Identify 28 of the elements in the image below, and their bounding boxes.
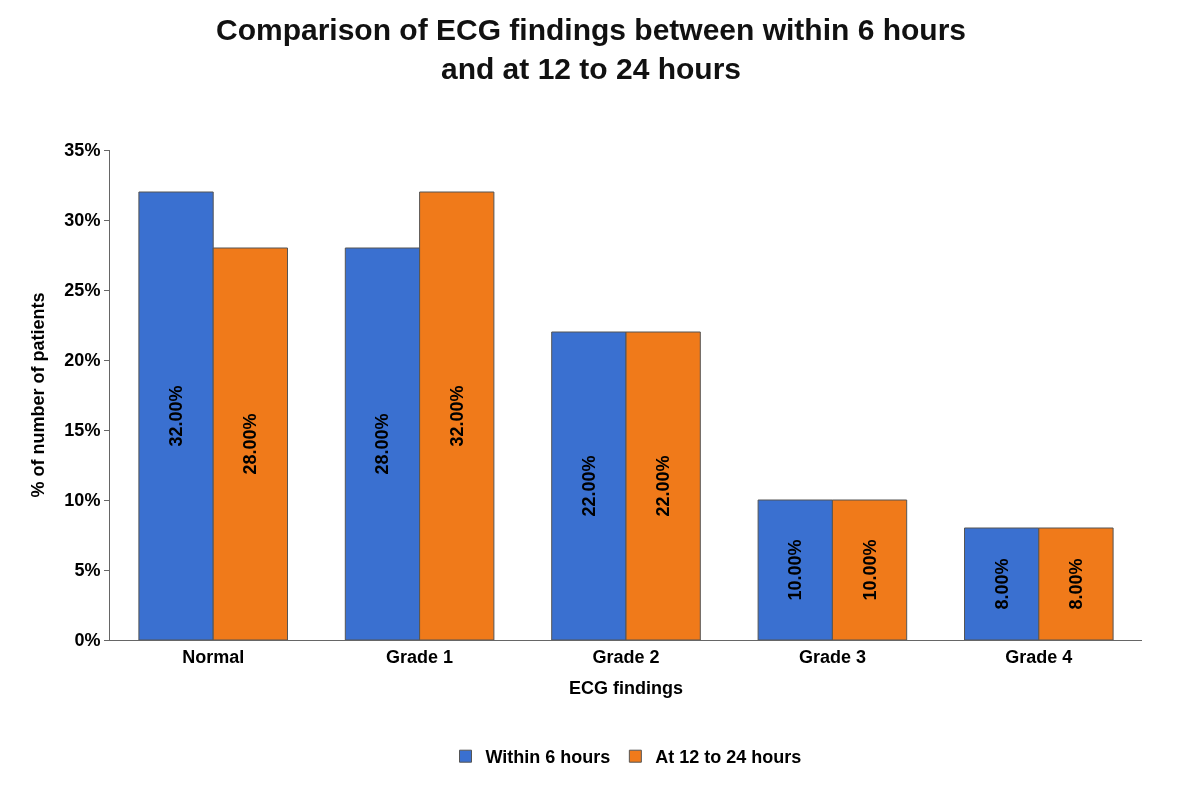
data-label: 8.00% <box>991 558 1012 610</box>
chart-title: Comparison of ECG findings between within 6 hours and at 12 to 24 hours <box>215 12 967 85</box>
y-tick-label: 0% <box>74 630 101 651</box>
y-tick-label: 30% <box>64 210 101 231</box>
x-tick-label: Grade 3 <box>798 646 866 667</box>
x-tick-label: Normal <box>182 646 245 667</box>
y-tick-label: 10% <box>64 490 101 511</box>
data-label: 32.00% <box>166 385 187 447</box>
y-tick-label: 20% <box>64 350 101 371</box>
y-tick-label: 25% <box>64 280 101 301</box>
data-label: 28.00% <box>372 413 393 475</box>
legend-label: Within 6 hours <box>485 747 611 768</box>
x-tick-label: Grade 4 <box>1005 646 1073 667</box>
y-tick-label: 15% <box>64 420 101 441</box>
data-label: 22.00% <box>578 455 599 517</box>
data-label: 8.00% <box>1065 558 1086 610</box>
y-tick-label: 5% <box>74 560 101 581</box>
data-label: 10.00% <box>785 539 806 601</box>
data-label: 22.00% <box>653 455 674 517</box>
x-tick-label: Grade 1 <box>386 646 454 667</box>
legend-label: At 12 to 24 hours <box>655 747 802 768</box>
x-tick-label: Grade 2 <box>592 646 660 667</box>
data-label: 28.00% <box>240 413 261 475</box>
x-axis-title: ECG findings <box>569 677 683 698</box>
y-axis-title: % of number of patients <box>27 292 48 498</box>
data-label: 32.00% <box>446 385 467 447</box>
data-label: 10.00% <box>859 539 880 601</box>
y-tick-label: 35% <box>64 140 101 161</box>
